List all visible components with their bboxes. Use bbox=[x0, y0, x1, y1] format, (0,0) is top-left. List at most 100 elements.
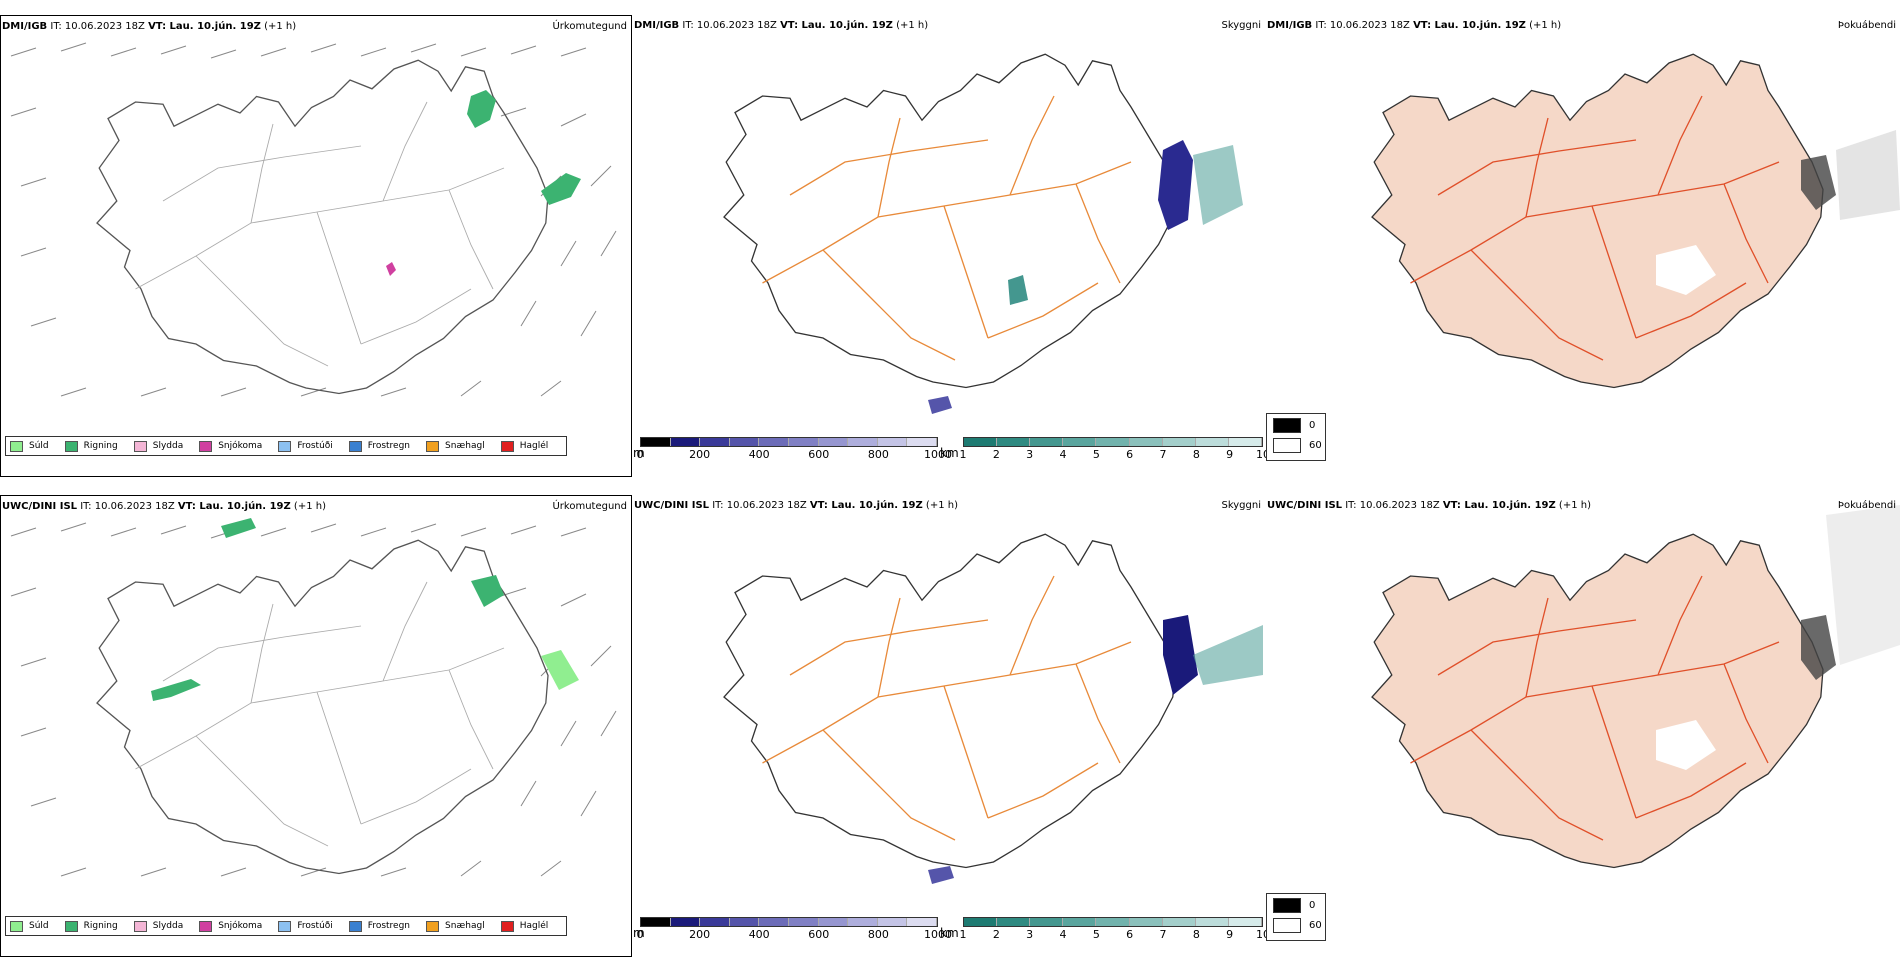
legend-item: Snæhagl bbox=[426, 440, 485, 452]
panel-title: Skyggni bbox=[1221, 20, 1261, 31]
legend-item: Frostúði bbox=[278, 440, 333, 452]
colorbar-segment bbox=[700, 918, 730, 926]
colorbar-segment bbox=[788, 918, 819, 926]
colorbar-tick-label: 5 bbox=[1092, 448, 1100, 461]
colorbar-segment bbox=[729, 438, 760, 446]
colorbar-segment bbox=[1195, 438, 1229, 446]
colorbar-segment bbox=[729, 918, 760, 926]
colorbar-segment bbox=[670, 918, 701, 926]
visibility-panel-top: DMI/IGB IT: 10.06.2023 18Z VT: Lau. 10.j… bbox=[633, 15, 1265, 477]
legend-swatch bbox=[64, 920, 78, 932]
colorbar-segment bbox=[1129, 438, 1163, 446]
colorbar-tick-label: 1 bbox=[959, 448, 967, 461]
colorbar-segment bbox=[964, 438, 998, 446]
fog-legend-item: 60 bbox=[1273, 438, 1322, 453]
colorbar-segment bbox=[1030, 438, 1064, 446]
fog-legend: 0 60 bbox=[1266, 413, 1326, 461]
panel-title: Skyggni bbox=[1221, 500, 1261, 511]
legend-swatch bbox=[348, 440, 362, 452]
colorbar-segment bbox=[641, 438, 671, 446]
precip-legend: Súld Rigning Slydda Snjókoma Frostúði Fr… bbox=[5, 436, 568, 456]
legend-item: Slydda bbox=[133, 920, 183, 932]
colorbar-tick-label: 200 bbox=[689, 928, 711, 941]
colorbar-tick-label: 6 bbox=[1126, 928, 1134, 941]
colorbar-segment bbox=[1063, 438, 1097, 446]
colorbar-tick-label: 1000 bbox=[924, 928, 952, 941]
legend-swatch bbox=[426, 440, 440, 452]
colorbar-segment bbox=[877, 918, 908, 926]
legend-swatch bbox=[348, 920, 362, 932]
legend-item: Snjókoma bbox=[199, 920, 262, 932]
legend-item: Rigning bbox=[64, 440, 118, 452]
legend-item: Frostúði bbox=[278, 920, 333, 932]
panel-header: DMI/IGB IT: 10.06.2023 18Z VT: Lau. 10.j… bbox=[634, 20, 929, 31]
colorbar-segment bbox=[997, 438, 1031, 446]
legend-item: Rigning bbox=[64, 920, 118, 932]
fog-swatch bbox=[1273, 898, 1301, 913]
colorbar-tick-label: 5 bbox=[1092, 928, 1100, 941]
colorbar-tick-label: 0 bbox=[636, 928, 644, 941]
colorbar-segment bbox=[818, 918, 849, 926]
colorbar-segment bbox=[818, 438, 849, 446]
legend-item: Snjókoma bbox=[199, 440, 262, 452]
colorbar-tick-label: 1000 bbox=[924, 448, 952, 461]
colorbar-tick-label: 800 bbox=[867, 928, 889, 941]
panel-title: Þokuábendi bbox=[1837, 500, 1896, 511]
fog-panel-top: DMI/IGB IT: 10.06.2023 18Z VT: Lau. 10.j… bbox=[1266, 15, 1900, 477]
panel-header: UWC/DINI ISL IT: 10.06.2023 18Z VT: Lau.… bbox=[2, 501, 326, 512]
legend-swatch bbox=[10, 920, 23, 932]
visibility-unit: km bbox=[940, 446, 959, 460]
precip-map bbox=[10, 42, 617, 397]
colorbar-tick-label: 8 bbox=[1192, 928, 1200, 941]
colorbar-segment bbox=[1096, 918, 1130, 926]
colorbar-tick-label: 7 bbox=[1159, 448, 1167, 461]
panel-header: DMI/IGB IT: 10.06.2023 18Z VT: Lau. 10.j… bbox=[1267, 20, 1562, 31]
colorbar-segment bbox=[907, 918, 937, 926]
legend-item: Haglél bbox=[500, 440, 548, 452]
legend-item: Haglél bbox=[500, 920, 548, 932]
elevation-colorbar: 0 200 400 600 800 1000 bbox=[636, 917, 952, 943]
legend-swatch bbox=[500, 440, 514, 452]
colorbar-tick-label: 6 bbox=[1126, 448, 1134, 461]
legend-swatch bbox=[64, 440, 78, 452]
fog-legend-item: 0 bbox=[1273, 418, 1315, 433]
visibility-map bbox=[723, 53, 1243, 414]
colorbar-tick-label: 400 bbox=[748, 928, 770, 941]
elevation-colorbar: 0 200 400 600 800 1000 bbox=[637, 437, 952, 463]
fog-map bbox=[1371, 505, 1900, 869]
precip-type-panel-bottom: UWC/DINI ISL IT: 10.06.2023 18Z VT: Lau.… bbox=[0, 495, 632, 957]
fog-legend: 0 60 bbox=[1266, 893, 1326, 941]
colorbar-segment bbox=[1096, 438, 1130, 446]
legend-swatch bbox=[133, 440, 147, 452]
precip-map bbox=[10, 518, 617, 877]
legend-item: Súld bbox=[10, 920, 49, 932]
colorbar-tick-label: 4 bbox=[1059, 928, 1067, 941]
legend-swatch bbox=[199, 920, 213, 932]
visibility-colorbar: 1 2 3 4 5 6 7 8 9 10 bbox=[960, 917, 1270, 943]
colorbar-tick-label: 8 bbox=[1192, 448, 1200, 461]
elevation-unit: m bbox=[633, 446, 645, 460]
legend-swatch bbox=[133, 920, 147, 932]
panel-title: Úrkomutegund bbox=[552, 501, 627, 512]
fog-legend-item: 60 bbox=[1273, 918, 1322, 933]
legend-swatch bbox=[10, 440, 23, 452]
colorbar-segment bbox=[700, 438, 730, 446]
colorbar-segment bbox=[1162, 438, 1196, 446]
precip-legend: Súld Rigning Slydda Snjókoma Frostúði Fr… bbox=[5, 916, 568, 936]
panel-header: DMI/IGB IT: 10.06.2023 18Z VT: Lau. 10.j… bbox=[2, 21, 297, 32]
colorbar-segment bbox=[848, 918, 878, 926]
fog-swatch bbox=[1273, 918, 1301, 933]
legend-swatch bbox=[426, 920, 440, 932]
legend-swatch bbox=[199, 440, 213, 452]
panel-title: Þokuábendi bbox=[1837, 20, 1896, 31]
colorbar-tick-label: 7 bbox=[1159, 928, 1167, 941]
fog-map bbox=[1371, 53, 1900, 389]
colorbar-tick-label: 2 bbox=[992, 448, 1000, 461]
colorbar-segment bbox=[641, 918, 671, 926]
fog-swatch bbox=[1273, 418, 1301, 433]
colorbar-segment bbox=[1129, 918, 1163, 926]
visibility-unit: km bbox=[940, 926, 959, 940]
visibility-panel-bottom: UWC/DINI ISL IT: 10.06.2023 18Z VT: Lau.… bbox=[633, 495, 1265, 957]
panel-title: Úrkomutegund bbox=[552, 21, 627, 32]
legend-item: Frostregn bbox=[348, 920, 410, 932]
